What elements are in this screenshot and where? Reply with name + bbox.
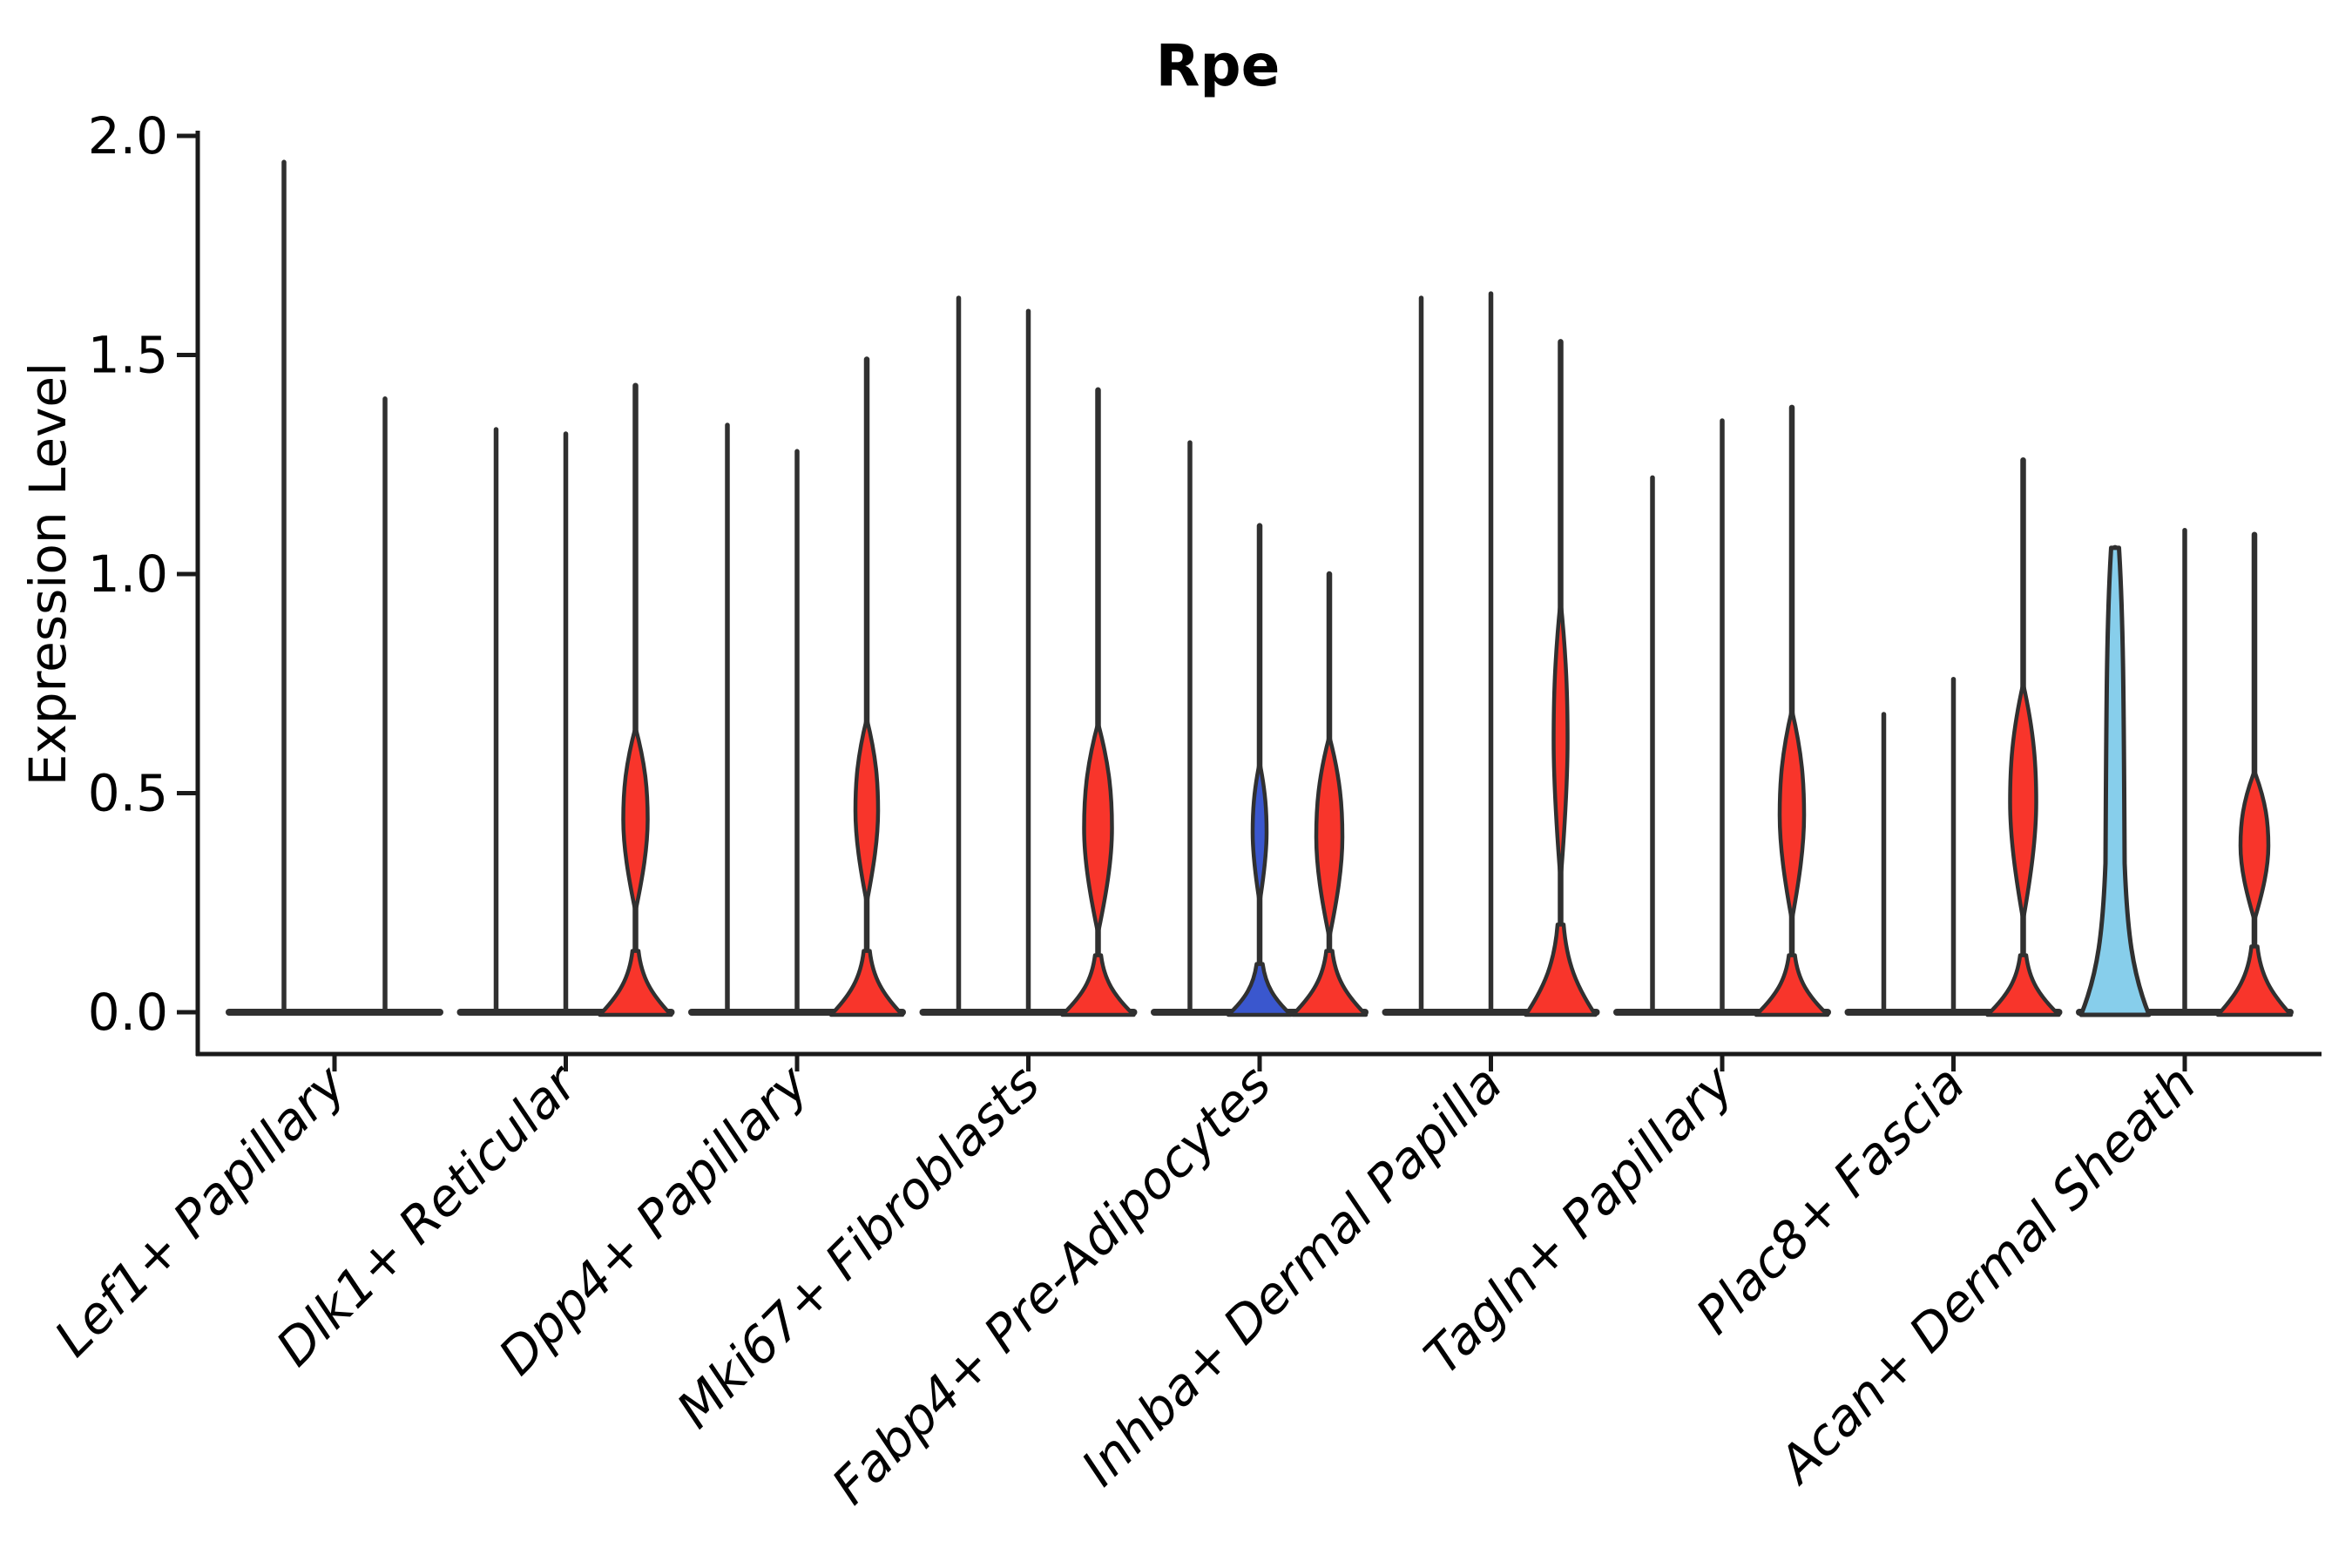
violin-bulge <box>2238 769 2271 923</box>
violin-bulge <box>1250 760 1269 905</box>
y-axis-ticks: 2.0 1.5 1.0 0.5 0.0 <box>88 106 198 1042</box>
violin-bulge <box>853 716 881 905</box>
violin-base-bell <box>2215 944 2294 1017</box>
violin-wedge-body <box>2078 545 2152 1017</box>
y-axis-label: Expression Level <box>18 362 78 786</box>
category-label: Acan+ Dermal Sheath <box>1765 1054 2207 1497</box>
violin-base-bell <box>1985 953 2061 1017</box>
violin-bulge <box>621 725 650 914</box>
y-tick-label: 0.0 <box>88 983 168 1042</box>
violin-base-bell <box>828 949 905 1017</box>
violin-group <box>919 295 1138 1017</box>
violins-layer <box>226 159 2294 1017</box>
category-label: Fabp4+ Pre-Adipocytes <box>821 1054 1282 1516</box>
y-tick-label: 0.5 <box>88 764 168 823</box>
violin-base-bell <box>1524 923 1598 1017</box>
violin-bulge <box>1777 707 1807 923</box>
violin-base-bell <box>1060 953 1136 1017</box>
x-axis-ticks <box>332 1054 2187 1071</box>
violin-bulge <box>1314 733 1345 940</box>
violin <box>1754 404 1830 1017</box>
violin-bulge <box>1082 720 1114 936</box>
violin-base-bell <box>1754 953 1830 1017</box>
violin <box>828 356 905 1017</box>
violin-group <box>1844 456 2063 1017</box>
violin-group <box>1613 404 1831 1017</box>
violin-group <box>2076 527 2294 1017</box>
violin-base-bell <box>1226 962 1294 1017</box>
y-tick-label: 1.5 <box>88 326 168 385</box>
group-baseline <box>226 1009 443 1016</box>
violin-group <box>1151 440 1369 1017</box>
violin-group <box>688 356 906 1017</box>
y-tick-label: 1.0 <box>88 544 168 604</box>
violin-base-bell <box>1290 949 1369 1017</box>
category-label: Inhba+ Dermal Papilla <box>1070 1054 1513 1497</box>
violin <box>2215 531 2294 1017</box>
violin <box>2078 544 2152 1017</box>
violin-group <box>456 382 675 1017</box>
violin <box>1060 387 1136 1017</box>
violin-group <box>1382 291 1600 1017</box>
violin <box>1226 523 1294 1017</box>
violin <box>1290 571 1369 1017</box>
violin-base-bell <box>598 949 673 1017</box>
y-tick-label: 2.0 <box>88 106 168 166</box>
violin-group <box>226 159 443 1016</box>
violin <box>598 382 673 1017</box>
violin <box>1985 456 2061 1017</box>
violin <box>1524 339 1598 1017</box>
violin-bulge <box>1551 598 1570 883</box>
chart-title: Rpe <box>1156 32 1281 99</box>
violin-bulge <box>2008 681 2038 923</box>
